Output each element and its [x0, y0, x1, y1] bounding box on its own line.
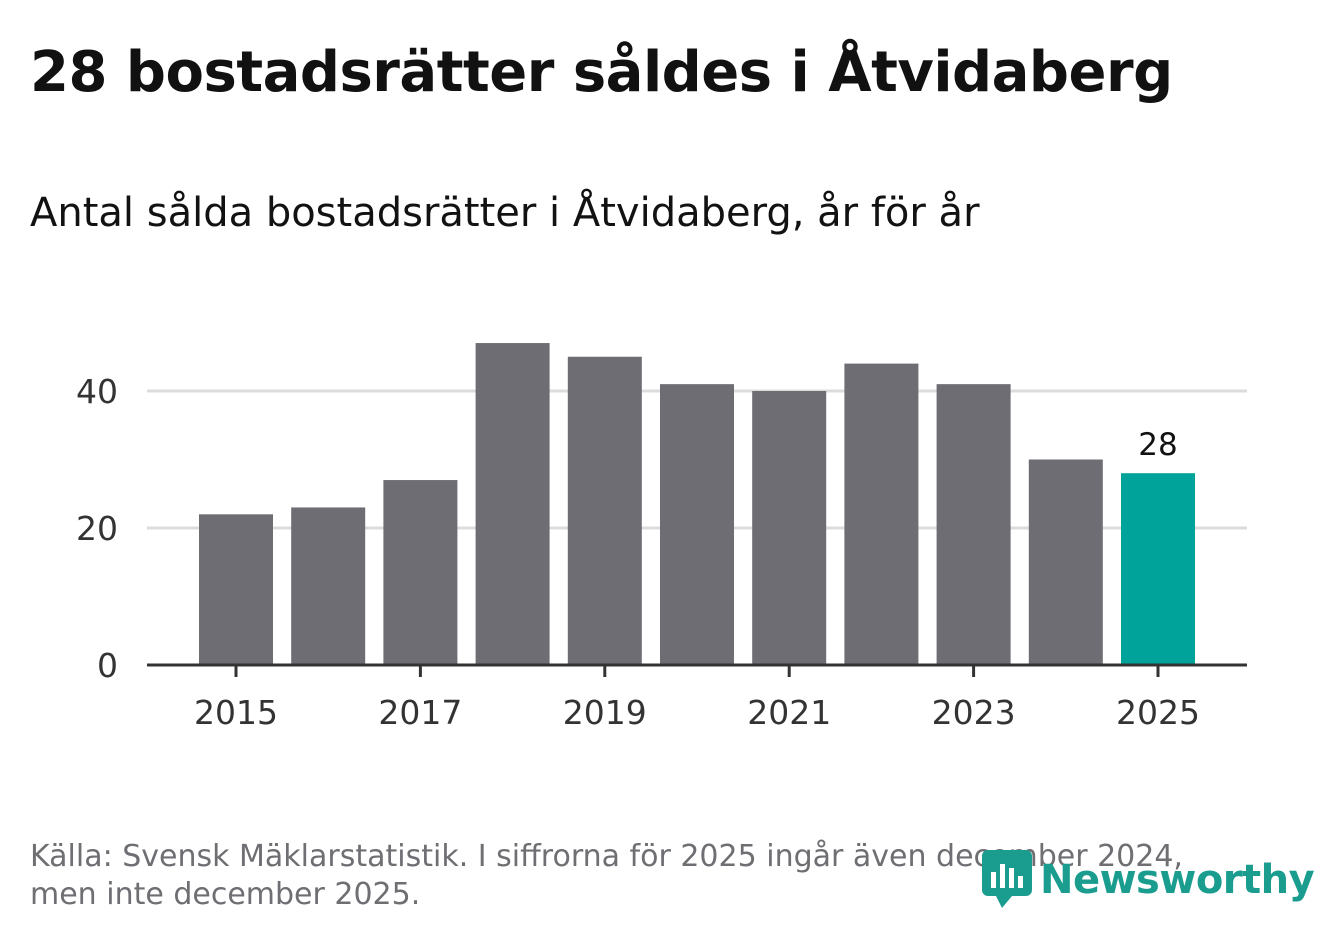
bar-2025 [1121, 473, 1195, 665]
chart-title: 28 bostadsrätter såldes i Åtvidaberg [30, 40, 1173, 105]
y-tick-label-40: 40 [76, 372, 118, 411]
bar-2021 [752, 391, 827, 665]
x-tick-label-2019: 2019 [563, 693, 647, 732]
bar-2018 [475, 343, 550, 665]
x-tick-label-2021: 2021 [747, 693, 831, 732]
y-tick-label-20: 20 [76, 509, 118, 548]
y-tick-label-0: 0 [97, 646, 118, 685]
data-label-2025: 28 [1138, 427, 1177, 463]
x-tick-label-2025: 2025 [1116, 693, 1200, 732]
bar-2016 [291, 507, 366, 665]
newsworthy-logo: Newsworthy [982, 850, 1315, 910]
bar-chart: 0 20 40 2015 2017 2019 2021 2023 2025 28 [76, 343, 1247, 732]
bar-2019 [567, 356, 642, 665]
chart-subtitle: Antal sålda bostadsrätter i Åtvidaberg, … [30, 190, 980, 236]
x-tick-label-2023: 2023 [932, 693, 1016, 732]
bar-2023 [936, 384, 1011, 665]
x-tick-label-2015: 2015 [194, 693, 278, 732]
bar-2015 [199, 514, 273, 665]
newsworthy-logo-icon [982, 850, 1032, 908]
bar-2020 [660, 384, 734, 665]
x-tick-label-2017: 2017 [378, 693, 462, 732]
bar-2024 [1028, 459, 1103, 665]
logo-text: Newsworthy [1040, 857, 1315, 903]
bar-2017 [383, 480, 458, 665]
bar-2022 [844, 363, 919, 665]
